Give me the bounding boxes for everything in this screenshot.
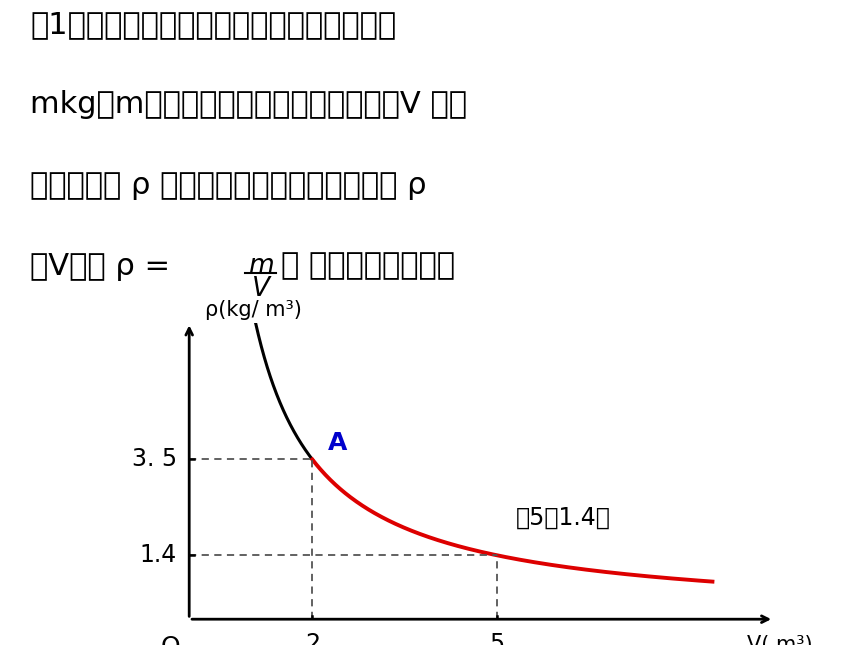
Text: A: A	[328, 431, 347, 455]
Text: （5，1.4）: （5，1.4）	[515, 506, 611, 530]
Text: O: O	[160, 635, 180, 645]
Text: ρ(kg/ m³): ρ(kg/ m³)	[205, 300, 302, 320]
Text: 例1、在一个可以改变容积的密闭容器内装有: 例1、在一个可以改变容积的密闭容器内装有	[30, 10, 396, 39]
Text: ， 其图象如图所示。: ， 其图象如图所示。	[281, 252, 455, 281]
Text: 气体的密度 ρ 也随之改变。在一定范围内， ρ: 气体的密度 ρ 也随之改变。在一定范围内， ρ	[30, 171, 427, 200]
Text: mkg（m为常数）某种气体。当改变容秭V 时，: mkg（m为常数）某种气体。当改变容秭V 时，	[30, 90, 467, 119]
Text: 1.4: 1.4	[139, 543, 177, 568]
Text: 2: 2	[304, 632, 320, 645]
Text: 与V满足 ρ =: 与V满足 ρ =	[30, 252, 180, 281]
Text: 3. 5: 3. 5	[132, 448, 177, 471]
Text: 5: 5	[489, 632, 505, 645]
Text: m: m	[248, 253, 273, 279]
Text: V: V	[252, 276, 269, 302]
Text: V( m³): V( m³)	[747, 635, 813, 645]
